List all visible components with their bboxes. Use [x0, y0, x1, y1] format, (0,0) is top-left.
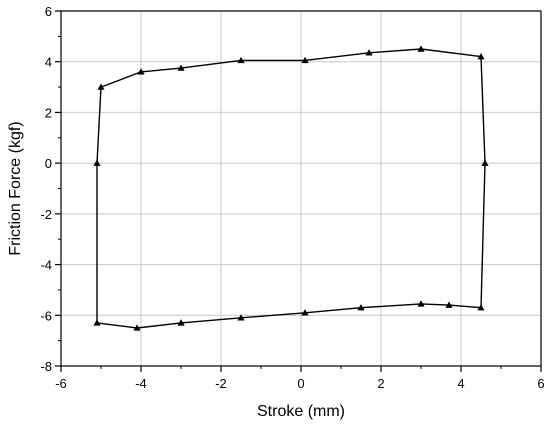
data-point-marker: [301, 56, 309, 64]
x-tick-label: -6: [55, 376, 67, 391]
data-point-marker: [481, 159, 489, 166]
x-tick-label: -4: [135, 376, 147, 391]
data-point-marker: [445, 301, 453, 308]
data-point-marker: [137, 68, 145, 75]
data-point-marker: [93, 159, 101, 166]
data-point-marker: [477, 304, 485, 311]
data-point-marker: [417, 45, 425, 52]
series-line: [96, 48, 486, 329]
plot-frame: [60, 10, 542, 367]
data-point-marker: [357, 304, 365, 311]
data-point-marker: [301, 309, 309, 316]
x-tick-label: -2: [215, 376, 227, 391]
data-series: [93, 45, 489, 331]
y-tick-label: -4: [40, 258, 52, 273]
data-point-marker: [177, 64, 185, 71]
y-tick-label: 4: [45, 55, 52, 70]
y-tick-label: 6: [45, 4, 52, 19]
y-tick-label: 2: [45, 105, 52, 120]
y-tick-label: -8: [40, 359, 52, 374]
x-axis-title: Stroke (mm): [257, 403, 345, 420]
data-point-marker: [93, 319, 101, 326]
x-tick-label: 0: [297, 376, 304, 391]
data-point-marker: [365, 49, 373, 56]
data-point-marker: [97, 83, 105, 90]
data-point-marker: [477, 53, 485, 60]
axis-ticks: [55, 10, 542, 372]
data-point-marker: [237, 314, 245, 321]
y-tick-label: -2: [40, 207, 52, 222]
y-tick-label: 0: [45, 156, 52, 171]
x-tick-label: 4: [457, 376, 464, 391]
x-tick-label: 6: [537, 376, 544, 391]
data-point-marker: [133, 324, 141, 331]
data-point-marker: [237, 56, 245, 64]
data-point-marker: [417, 300, 425, 307]
y-axis-title: Friction Force (kgf): [7, 121, 24, 255]
x-tick-label: 2: [377, 376, 384, 391]
y-tick-label: -6: [40, 308, 52, 323]
data-point-marker: [177, 319, 185, 326]
gridlines: [61, 11, 541, 366]
